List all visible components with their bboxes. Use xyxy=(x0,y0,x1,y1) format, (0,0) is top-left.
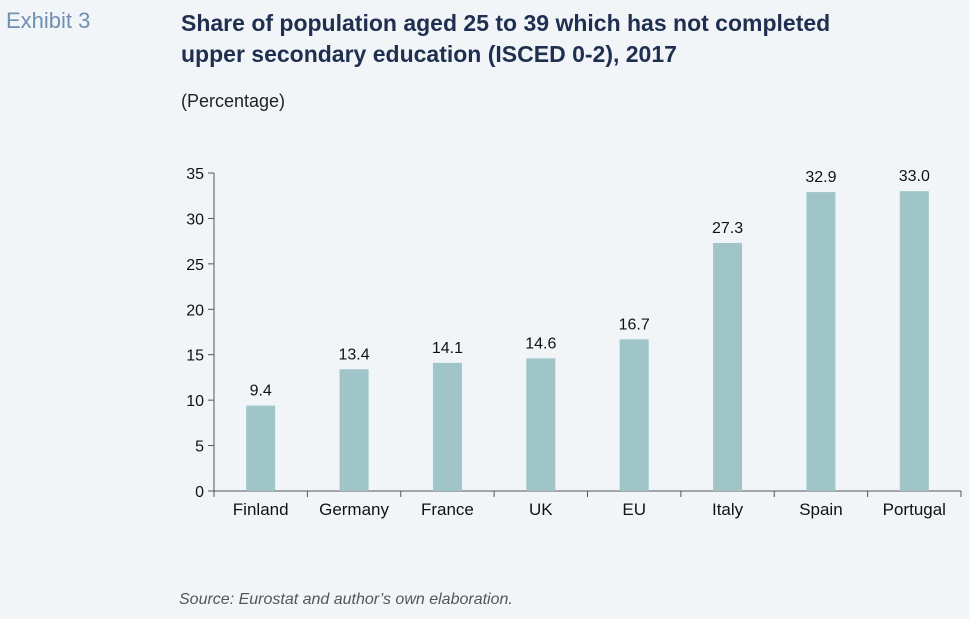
bar-uk xyxy=(526,358,556,491)
bar-finland xyxy=(246,405,276,491)
y-tick-label: 30 xyxy=(186,211,204,228)
source-note: Source: Eurostat and author’s own elabor… xyxy=(179,591,513,608)
data-label: 13.4 xyxy=(338,346,369,363)
bar-italy xyxy=(713,242,743,491)
y-tick-label: 35 xyxy=(186,166,204,183)
x-category-label: Spain xyxy=(799,500,842,519)
x-category-label: Portugal xyxy=(883,500,946,519)
x-category-label: UK xyxy=(529,500,553,519)
x-category-label: France xyxy=(421,500,474,519)
chart-title-line-1: Share of population aged 25 to 39 which … xyxy=(181,10,831,36)
data-label: 14.6 xyxy=(525,335,556,352)
x-category-label: Germany xyxy=(319,500,389,519)
data-label: 33.0 xyxy=(899,168,930,185)
data-label: 14.1 xyxy=(432,340,463,357)
y-tick-label: 20 xyxy=(186,302,204,319)
x-category-label: EU xyxy=(622,500,646,519)
data-label: 16.7 xyxy=(619,316,650,333)
x-category-label: Finland xyxy=(233,500,289,519)
x-category-label: Italy xyxy=(712,500,744,519)
chart-title-line-2: upper secondary education (ISCED 0-2), 2… xyxy=(181,41,677,67)
bar-portugal xyxy=(899,191,929,491)
y-tick-label: 0 xyxy=(195,484,204,501)
bar-germany xyxy=(339,369,369,491)
bar-spain xyxy=(806,192,836,491)
bar-france xyxy=(432,362,462,491)
y-tick-label: 15 xyxy=(186,348,204,365)
y-tick-label: 5 xyxy=(195,439,204,456)
data-label: 27.3 xyxy=(712,220,743,237)
exhibit-label: Exhibit 3 xyxy=(6,8,91,33)
chart-unit-label: (Percentage) xyxy=(181,91,286,111)
chart-title: Share of population aged 25 to 39 which … xyxy=(181,8,961,70)
bar-eu xyxy=(619,339,649,491)
data-label: 9.4 xyxy=(250,383,272,400)
y-tick-label: 10 xyxy=(186,393,204,410)
y-tick-label: 25 xyxy=(186,257,204,274)
data-label: 32.9 xyxy=(805,169,836,186)
